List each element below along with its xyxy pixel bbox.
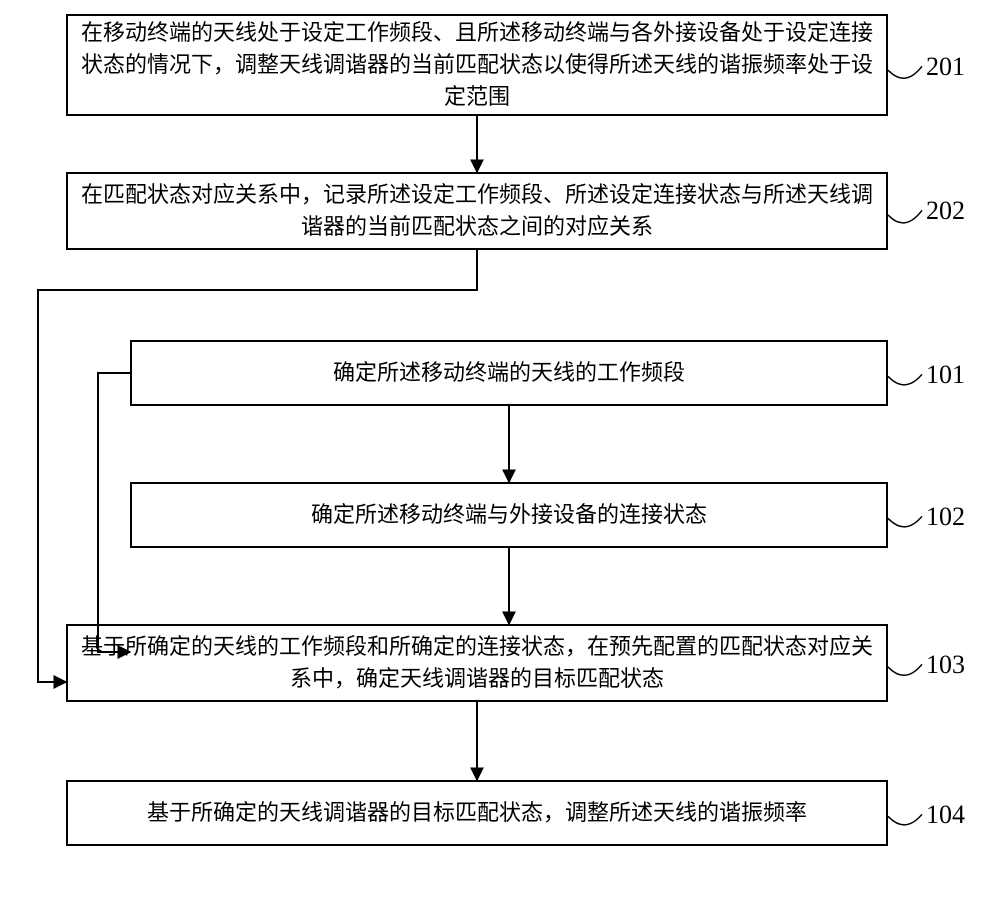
- flow-node-label-103: 103: [926, 650, 965, 680]
- flow-node-label-104: 104: [926, 800, 965, 830]
- flowchart-canvas: 在移动终端的天线处于设定工作频段、且所述移动终端与各外接设备处于设定连接状态的情…: [0, 0, 1000, 919]
- label-connector-103: [888, 664, 922, 675]
- edge-202-103: [38, 250, 477, 682]
- flow-node-202: 在匹配状态对应关系中，记录所述设定工作频段、所述设定连接状态与所述天线调谐器的当…: [66, 172, 888, 250]
- flow-node-201: 在移动终端的天线处于设定工作频段、且所述移动终端与各外接设备处于设定连接状态的情…: [66, 14, 888, 116]
- flow-node-text: 在移动终端的天线处于设定工作频段、且所述移动终端与各外接设备处于设定连接状态的情…: [80, 17, 874, 113]
- label-connector-202: [888, 210, 922, 223]
- flow-node-text: 确定所述移动终端与外接设备的连接状态: [311, 499, 707, 531]
- flow-node-label-101: 101: [926, 360, 965, 390]
- flow-node-label-201: 201: [926, 52, 965, 82]
- flow-node-text: 基于所确定的天线调谐器的目标匹配状态，调整所述天线的谐振频率: [147, 797, 807, 829]
- label-connector-101: [888, 374, 922, 385]
- edge-loop101-103: [98, 373, 130, 652]
- flow-node-103: 基于所确定的天线的工作频段和所确定的连接状态，在预先配置的匹配状态对应关系中，确…: [66, 624, 888, 702]
- flow-node-102: 确定所述移动终端与外接设备的连接状态: [130, 482, 888, 548]
- label-connector-104: [888, 814, 922, 825]
- label-connector-201: [888, 66, 922, 78]
- flow-node-text: 基于所确定的天线的工作频段和所确定的连接状态，在预先配置的匹配状态对应关系中，确…: [80, 631, 874, 695]
- flow-node-label-202: 202: [926, 196, 965, 226]
- flow-node-text: 确定所述移动终端的天线的工作频段: [333, 357, 685, 389]
- flow-node-104: 基于所确定的天线调谐器的目标匹配状态，调整所述天线的谐振频率: [66, 780, 888, 846]
- flow-node-text: 在匹配状态对应关系中，记录所述设定工作频段、所述设定连接状态与所述天线调谐器的当…: [80, 179, 874, 243]
- flow-node-label-102: 102: [926, 502, 965, 532]
- label-connector-102: [888, 516, 922, 527]
- flow-node-101: 确定所述移动终端的天线的工作频段: [130, 340, 888, 406]
